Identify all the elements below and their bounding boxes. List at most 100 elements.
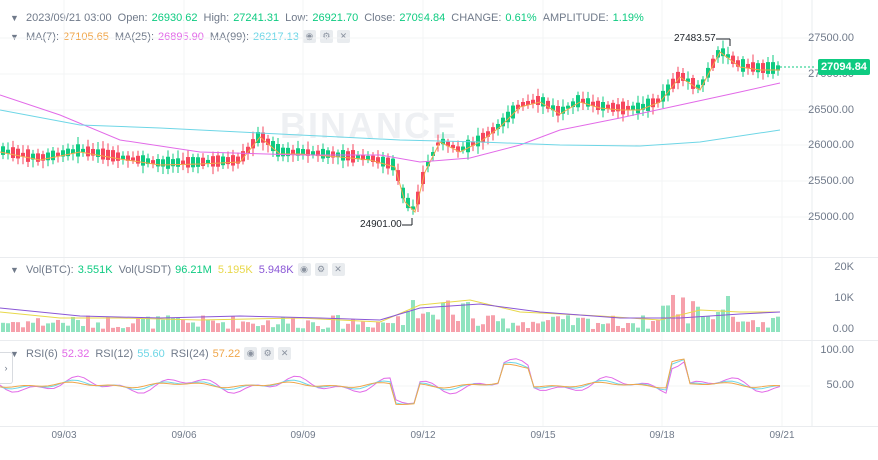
volume-bar (516, 325, 520, 332)
candle-body (36, 153, 40, 162)
candle-body (666, 84, 670, 96)
close-icon[interactable]: ✕ (278, 347, 292, 360)
volume-bar (411, 300, 415, 332)
candle-body (371, 155, 375, 162)
pane-divider[interactable] (0, 340, 878, 341)
rsi-tick: 50.00 (826, 379, 854, 391)
eye-icon[interactable]: ◉ (297, 263, 311, 276)
volume-bar (316, 325, 320, 332)
volume-bar (676, 314, 680, 332)
expand-handle[interactable]: › (0, 352, 13, 384)
volume-bar (346, 323, 350, 332)
volume-bar (586, 318, 590, 332)
candle-body (321, 148, 325, 159)
candle-body (291, 149, 295, 155)
candle-body (196, 157, 200, 167)
vol-usdt-label: Vol(USDT) (118, 263, 172, 276)
candle-body (301, 149, 305, 156)
volume-bar (101, 328, 105, 332)
volume-bar (176, 317, 180, 332)
candle-body (161, 159, 165, 167)
candle-body (31, 153, 35, 160)
volume-bar (451, 314, 455, 332)
candle-body (571, 101, 575, 108)
chevron-down-icon[interactable]: ▼ (10, 31, 19, 42)
candle-body (601, 102, 605, 111)
candle-body (381, 156, 385, 167)
candle-body (521, 102, 525, 107)
candle-body (541, 97, 545, 107)
volume-bar (71, 316, 75, 332)
eye-icon[interactable]: ◉ (244, 347, 258, 360)
volume-bar (436, 319, 440, 332)
candle-body (761, 63, 765, 73)
low-value: 26921.70 (312, 12, 359, 24)
candle-body (326, 150, 330, 158)
volume-bar (46, 323, 50, 332)
candle-body (611, 102, 615, 112)
volume-bar (306, 320, 310, 332)
volume-bar (591, 328, 595, 332)
close-icon[interactable]: ✕ (336, 30, 350, 43)
candle-body (436, 142, 440, 146)
candle-body (21, 152, 25, 157)
candle-body (526, 100, 530, 106)
candle-body (391, 158, 395, 171)
volume-bar (666, 305, 670, 332)
candle-body (511, 105, 515, 119)
eye-icon[interactable]: ◉ (302, 30, 316, 43)
gear-icon[interactable]: ⚙ (261, 347, 275, 360)
close-icon[interactable]: ✕ (331, 263, 345, 276)
pane-divider[interactable] (0, 257, 878, 258)
volume-bar (121, 328, 125, 332)
price-tick: 27500.00 (808, 32, 854, 44)
candle-body (616, 104, 620, 112)
candles (1, 40, 780, 215)
candle-body (481, 132, 485, 143)
volume-bar (76, 320, 80, 332)
volume-bar (656, 320, 660, 332)
change-label: CHANGE: (451, 12, 502, 24)
volume-bar (16, 322, 20, 332)
volume-bar (311, 322, 315, 332)
candle-body (11, 147, 15, 159)
volume-bar (491, 315, 495, 332)
candle-body (116, 152, 120, 161)
volume-bar (481, 324, 485, 332)
vol-ma2-line (0, 303, 781, 321)
chevron-down-icon[interactable]: ▼ (10, 13, 19, 23)
candle-body (471, 141, 475, 146)
volume-bar (756, 327, 760, 332)
volume-bar (686, 323, 690, 332)
chevron-down-icon[interactable]: ▼ (10, 348, 19, 359)
volume-bar (126, 327, 130, 332)
candle-body (86, 146, 90, 157)
date-tick: 09/15 (530, 430, 556, 441)
rsi24-line (0, 358, 781, 406)
candle-body (376, 157, 380, 164)
candle-body (231, 155, 235, 166)
candle-body (56, 152, 60, 157)
ma99-label: MA(99): (209, 30, 250, 43)
volume-bar (601, 324, 605, 332)
gear-icon[interactable]: ⚙ (314, 263, 328, 276)
volume-bar (541, 321, 545, 332)
volume-bar (651, 321, 655, 332)
candle-body (236, 156, 240, 164)
candle-body (151, 160, 155, 164)
candle-body (686, 78, 690, 82)
candle-body (631, 105, 635, 111)
volume-bar (376, 321, 380, 332)
volume-bar (221, 322, 225, 332)
candle-body (756, 63, 760, 73)
candle-body (296, 148, 300, 156)
candle-body (656, 98, 660, 104)
candle-body (271, 141, 275, 152)
volume-bar (241, 321, 245, 332)
candle-body (1, 146, 5, 155)
chevron-down-icon[interactable]: ▼ (10, 264, 19, 275)
candle-body (651, 98, 655, 108)
rsi-header: ▼ RSI(6) 52.32 RSI(12) 55.60 RSI(24) 57.… (10, 347, 292, 360)
gear-icon[interactable]: ⚙ (319, 30, 333, 43)
